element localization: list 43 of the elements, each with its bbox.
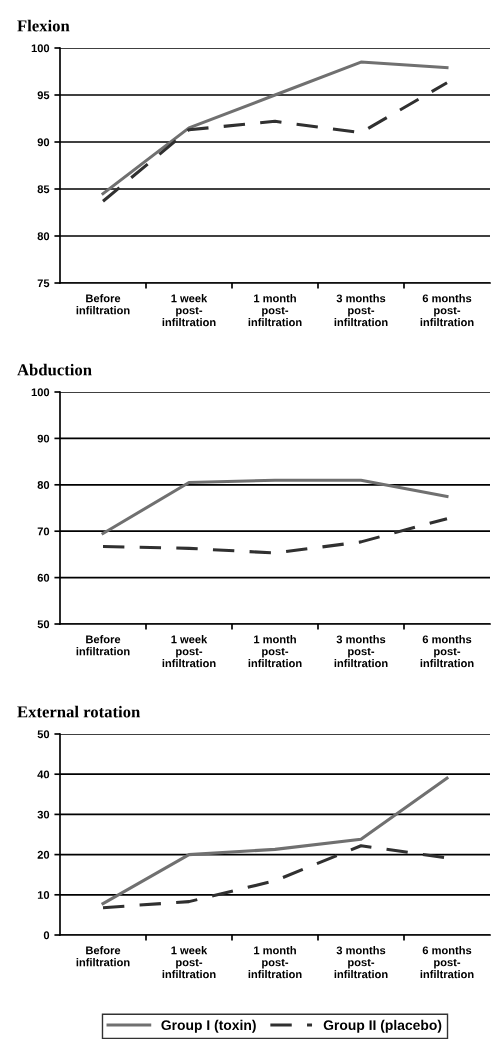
y-tick-label: 0 bbox=[43, 931, 50, 940]
x-tick-label: 6 months post-infiltration bbox=[420, 946, 474, 979]
line-series bbox=[101, 517, 449, 555]
line-series bbox=[101, 478, 449, 536]
x-tick-label: 6 months post-infiltration bbox=[420, 294, 474, 327]
y-tick-label: 95 bbox=[37, 91, 50, 100]
chart-title: External rotation bbox=[17, 705, 141, 718]
x-tick-label: Before infiltration bbox=[76, 946, 130, 967]
y-tick-label: 90 bbox=[37, 138, 50, 147]
y-tick-label: 85 bbox=[37, 185, 50, 194]
x-tick-label: 1 month post-infiltration bbox=[248, 294, 302, 327]
x-tick-label: 3 months post-infiltration bbox=[334, 635, 388, 668]
y-tick-label: 80 bbox=[37, 481, 50, 489]
x-tick-label: 1 month post-infiltration bbox=[248, 635, 302, 668]
chart-title: Flexion bbox=[17, 19, 70, 32]
y-tick-label: 60 bbox=[37, 573, 50, 582]
legend-label: Group I (toxin) bbox=[161, 1019, 256, 1033]
y-tick-label: 50 bbox=[37, 730, 50, 739]
y-tick-label: 70 bbox=[37, 527, 50, 536]
y-tick-label: 100 bbox=[31, 388, 50, 397]
y-tick-label: 90 bbox=[37, 434, 50, 443]
y-tick-label: 20 bbox=[37, 850, 50, 859]
x-tick-label: 1 week post-infiltration bbox=[162, 946, 216, 979]
y-tick-label: 75 bbox=[37, 279, 50, 288]
legend-label: Group II (placebo) bbox=[323, 1019, 442, 1033]
y-tick-label: 40 bbox=[37, 770, 50, 779]
line-series bbox=[101, 60, 449, 196]
x-tick-label: 1 month post-infiltration bbox=[248, 946, 302, 979]
y-tick-label: 10 bbox=[37, 891, 50, 899]
y-tick-label: 50 bbox=[37, 620, 50, 629]
x-tick-label: Before infiltration bbox=[76, 294, 130, 315]
y-tick-label: 30 bbox=[37, 810, 50, 819]
x-tick-label: Before infiltration bbox=[76, 635, 130, 656]
line-series bbox=[101, 776, 449, 906]
x-tick-label: 3 months post-infiltration bbox=[334, 946, 388, 979]
x-tick-label: 1 week post-infiltration bbox=[162, 294, 216, 327]
y-tick-label: 100 bbox=[31, 44, 50, 53]
y-tick-label: 80 bbox=[37, 232, 50, 241]
x-tick-label: 6 months post-infiltration bbox=[420, 635, 474, 668]
x-tick-label: 3 months post-infiltration bbox=[334, 294, 388, 327]
chart-title: Abduction bbox=[17, 363, 92, 376]
line-series bbox=[101, 81, 449, 203]
x-tick-label: 1 week post-infiltration bbox=[162, 635, 216, 668]
